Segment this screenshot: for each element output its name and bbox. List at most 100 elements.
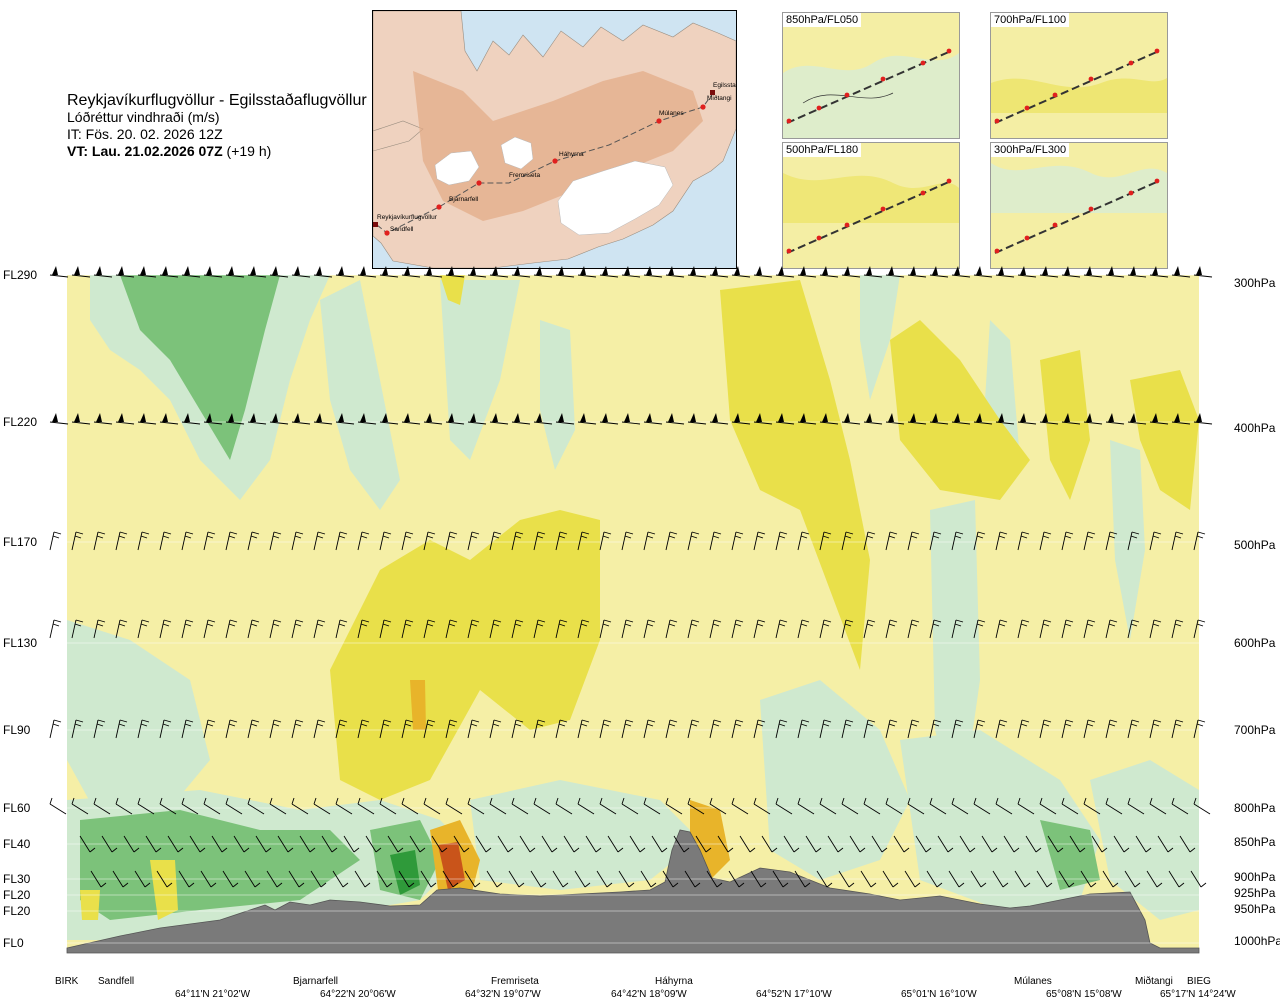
wind-barb bbox=[90, 870, 107, 888]
wind-barb bbox=[222, 870, 239, 888]
wind-barb bbox=[775, 266, 795, 278]
pressure-level-label: 600hPa bbox=[1234, 636, 1276, 650]
wind-barb bbox=[167, 835, 184, 853]
pressure-level-label: 400hPa bbox=[1234, 421, 1276, 435]
wind-barb bbox=[1014, 870, 1031, 888]
wind-barb bbox=[797, 619, 810, 639]
wind-barb bbox=[420, 870, 437, 888]
wind-barb bbox=[145, 835, 162, 853]
downdraft-region bbox=[1110, 440, 1145, 640]
wind-barb bbox=[445, 797, 463, 815]
wind-barb bbox=[577, 266, 597, 278]
updraft-region bbox=[80, 890, 100, 920]
updraft-region bbox=[410, 680, 426, 730]
pressure-level-label: 950hPa bbox=[1234, 902, 1276, 916]
wind-barb bbox=[541, 835, 558, 853]
wind-barb bbox=[49, 266, 69, 278]
wind-barb bbox=[907, 266, 927, 278]
map-label-mulanes: Múlanes bbox=[659, 110, 684, 117]
wind-barb bbox=[951, 413, 971, 425]
wind-barb bbox=[665, 619, 678, 639]
wind-barb bbox=[621, 797, 639, 815]
wind-barb bbox=[1061, 413, 1081, 425]
west-peninsula bbox=[373, 120, 424, 152]
wind-barb bbox=[665, 413, 685, 425]
airport-marker-bieg bbox=[710, 90, 715, 95]
wind-barb bbox=[533, 531, 546, 551]
wind-barb bbox=[929, 413, 949, 425]
wind-barb bbox=[995, 619, 1008, 639]
wind-barb bbox=[555, 266, 575, 278]
mini-panel-label: 300hPa/FL300 bbox=[991, 143, 1070, 157]
flight-level-label: FL40 bbox=[3, 837, 31, 851]
flight-level-label: FL20 bbox=[3, 904, 31, 918]
wind-barb bbox=[555, 619, 568, 639]
wind-barb bbox=[863, 797, 881, 815]
wind-barb bbox=[291, 619, 304, 639]
wind-barb bbox=[233, 835, 250, 853]
wind-barb bbox=[489, 531, 502, 551]
wind-barb bbox=[49, 413, 69, 425]
wind-barb bbox=[915, 835, 932, 853]
wind-barb bbox=[709, 619, 722, 639]
wind-barb bbox=[71, 797, 89, 815]
wind-barb bbox=[335, 413, 355, 425]
wind-barb bbox=[1113, 835, 1130, 853]
pressure-level-label: 300hPa bbox=[1234, 276, 1276, 290]
coordinate-label: 64°32'N 19°07'W bbox=[465, 989, 541, 1000]
coordinate-label: 64°52'N 17°10'W bbox=[756, 989, 832, 1000]
wind-barb bbox=[1039, 531, 1052, 551]
cross-section-chart: FL290 FL220 FL170 FL130 FL90 FL60 FL40 FL30 FL20… bbox=[3, 266, 1280, 1000]
waypoint-label: Miðtangi bbox=[1135, 975, 1173, 987]
wind-barb bbox=[511, 413, 531, 425]
wind-barb bbox=[93, 531, 106, 551]
wind-barb bbox=[137, 413, 157, 425]
wind-barb bbox=[706, 870, 723, 888]
map-label-egilsstadir: Egilsstaðir bbox=[713, 81, 736, 89]
wind-barb bbox=[563, 835, 580, 853]
wind-barb bbox=[533, 619, 546, 639]
wind-barb bbox=[731, 719, 744, 739]
wind-barb bbox=[1017, 797, 1035, 815]
wind-barb bbox=[401, 719, 414, 739]
wind-barb bbox=[709, 719, 722, 739]
wind-barb bbox=[775, 413, 795, 425]
wind-barb bbox=[313, 797, 331, 815]
coordinate-label: 64°22'N 20°06'W bbox=[320, 989, 396, 1000]
wind-barb bbox=[981, 835, 998, 853]
downdraft-region bbox=[120, 275, 280, 460]
wind-barb bbox=[71, 531, 84, 551]
wind-barb bbox=[687, 413, 707, 425]
wind-barb bbox=[577, 719, 590, 739]
wind-barb bbox=[937, 835, 954, 853]
wind-barb bbox=[643, 266, 663, 278]
wind-barb bbox=[269, 413, 289, 425]
downdraft-region bbox=[440, 280, 520, 460]
coordinate-label: 65°08'N 15°08'W bbox=[1046, 989, 1122, 1000]
wind-barb bbox=[467, 413, 487, 425]
wind-barb bbox=[93, 266, 113, 278]
wind-barb bbox=[1149, 413, 1169, 425]
wind-barb bbox=[775, 619, 788, 639]
wind-barb bbox=[709, 531, 722, 551]
wind-barb bbox=[995, 266, 1015, 278]
wind-barb bbox=[423, 531, 436, 551]
wind-barb bbox=[1083, 619, 1096, 639]
wind-barb bbox=[445, 531, 458, 551]
flight-level-label: FL60 bbox=[3, 801, 31, 815]
map-point-marker bbox=[436, 204, 442, 210]
wind-barb bbox=[530, 870, 547, 888]
wind-barb bbox=[1193, 797, 1211, 815]
wind-barb bbox=[907, 619, 920, 639]
wind-barb bbox=[775, 719, 788, 739]
coordinate-label: 64°11'N 21°02'W bbox=[175, 989, 251, 1000]
wind-barb bbox=[599, 531, 612, 551]
map-point-marker bbox=[700, 104, 706, 110]
wind-barb bbox=[247, 719, 260, 739]
wind-barb bbox=[728, 870, 745, 888]
wind-barb bbox=[819, 531, 832, 551]
wind-barb bbox=[519, 835, 536, 853]
pressure-level-label: 925hPa bbox=[1234, 886, 1276, 900]
wind-barb bbox=[115, 266, 135, 278]
wind-barb bbox=[489, 413, 509, 425]
